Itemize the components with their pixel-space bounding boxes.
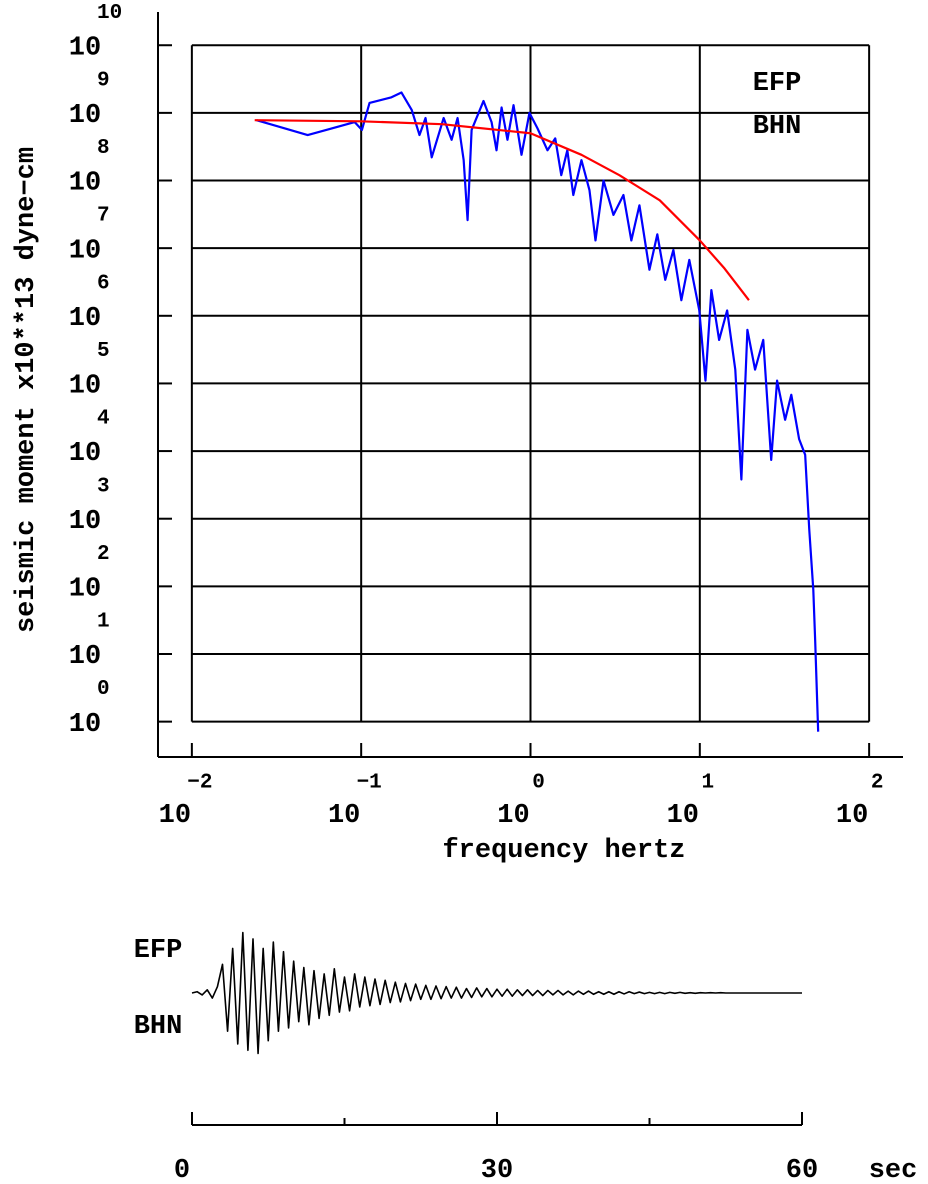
y-tick-exponent: 1 — [97, 611, 110, 634]
y-tick-label: 10 — [69, 439, 101, 469]
x-tick-exponent: 0 — [532, 772, 545, 795]
y-tick-exponent: 4 — [97, 408, 110, 431]
x-tick-label: 60 — [786, 1156, 818, 1184]
y-tick-exponent: 3 — [97, 475, 110, 498]
y-axis-label: seismic moment x10**13 dyne−cm — [12, 147, 42, 633]
x-tick-exponent: −1 — [357, 772, 382, 795]
y-tick-exponent: 2 — [97, 543, 110, 566]
x-tick-label: 30 — [481, 1156, 513, 1184]
x-tick-exponent: 1 — [702, 772, 715, 795]
y-tick-label: 10 — [69, 169, 101, 199]
y-tick-label: 10 — [69, 304, 101, 334]
y-tick-label: 10 — [69, 642, 101, 672]
y-tick-label: 10 — [69, 236, 101, 266]
y-tick-label: 10 — [69, 33, 101, 63]
data-line — [256, 91, 820, 732]
y-tick-label: 10 — [69, 507, 101, 537]
y-tick-label: 10 — [69, 372, 101, 402]
x-tick-exponent: 2 — [871, 772, 884, 795]
x-tick-label: 10 — [667, 801, 699, 831]
y-tick-exponent: 6 — [97, 272, 110, 295]
x-tick-label: 10 — [328, 801, 360, 831]
y-tick-exponent: 0 — [97, 678, 110, 701]
y-tick-exponent: 7 — [97, 205, 110, 228]
x-tick-exponent: −2 — [187, 772, 212, 795]
station-label: BHN — [753, 112, 802, 142]
x-axis-label: sec — [869, 1156, 918, 1184]
y-tick-exponent: 5 — [97, 340, 110, 363]
y-tick-label: 10 — [69, 574, 101, 604]
station-label: EFP — [134, 936, 183, 966]
station-label: BHN — [134, 1012, 183, 1042]
y-tick-exponent: 10 — [97, 2, 122, 25]
x-tick-label: 10 — [159, 801, 191, 831]
y-tick-label: 10 — [69, 101, 101, 131]
y-tick-label: 10 — [69, 710, 101, 740]
x-tick-label: 10 — [497, 801, 529, 831]
data-line — [191, 931, 802, 1055]
y-tick-exponent: 9 — [97, 69, 110, 92]
station-label: EFP — [753, 69, 802, 99]
data-line — [254, 119, 750, 301]
y-tick-exponent: 8 — [97, 137, 110, 160]
x-tick-label: 0 — [174, 1156, 190, 1184]
x-axis-label: frequency hertz — [442, 836, 685, 866]
x-tick-label: 10 — [836, 801, 868, 831]
